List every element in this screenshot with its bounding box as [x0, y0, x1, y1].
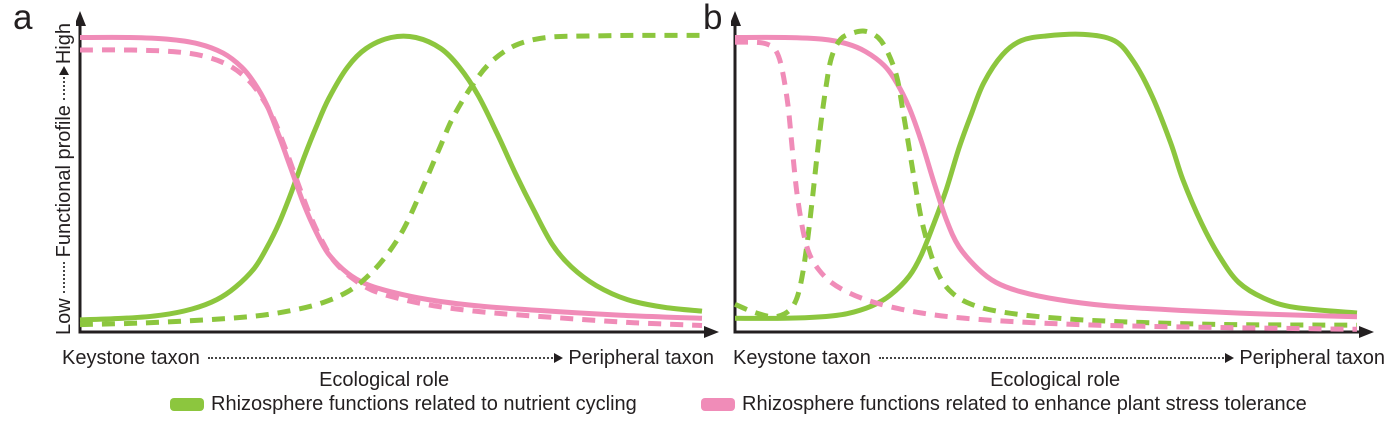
legend-item-nutrient-cycling: Rhizosphere functions related to nutrien… [170, 392, 637, 416]
panel-b-pink-dashed-curve [734, 39, 1358, 332]
legend-label-stress-tolerance: Rhizosphere functions related to enhance… [742, 393, 1307, 415]
y-axis-high-label: High [52, 23, 75, 65]
panel-a-green-dashed-curve [79, 32, 703, 328]
panel-b-green-solid-curve [734, 31, 1358, 321]
y-axis-title: Functional profile [52, 105, 75, 258]
panel-a-pink-dashed-curve [79, 47, 703, 328]
panel-a-pink-solid-curve [79, 34, 703, 321]
y-axis-dotted-line [63, 262, 65, 294]
y-axis-arrowhead-icon [76, 11, 86, 26]
legend-label-nutrient-cycling: Rhizosphere functions related to nutrien… [211, 393, 637, 415]
panel-a-x-axis-labels: Keystone taxon Ecological role Periphera… [62, 346, 714, 391]
x-axis-arrowhead-icon [704, 326, 719, 338]
legend-swatch-green [170, 398, 204, 411]
panel-b-label: b [703, 0, 723, 37]
x-axis-arrowhead-icon [1359, 326, 1374, 338]
y-axis-arrowhead-icon [731, 11, 741, 26]
legend-swatch-pink [701, 398, 735, 411]
y-axis-label: Low Functional profile High [51, 23, 77, 335]
y-axis-dotted-arrow-icon [63, 69, 65, 101]
y-axis-low-label: Low [52, 298, 75, 335]
panel-a-label: a [13, 0, 33, 37]
x-axis-dotted-arrow-icon: Ecological role [207, 353, 564, 391]
x-axis-peripheral-label: Peripheral taxon [1239, 347, 1385, 369]
x-axis-title: Ecological role [990, 369, 1121, 391]
x-axis-peripheral-label: Peripheral taxon [568, 347, 714, 369]
x-axis-title: Ecological role [319, 369, 450, 391]
legend-item-stress-tolerance: Rhizosphere functions related to enhance… [701, 392, 1307, 416]
panel-a-chart [76, 11, 719, 338]
panel-b-x-axis-labels: Keystone taxon Ecological role Periphera… [733, 346, 1385, 391]
x-axis-keystone-label: Keystone taxon [733, 347, 871, 369]
panel-b-green-dashed-curve [734, 28, 1358, 328]
x-axis-keystone-label: Keystone taxon [62, 347, 200, 369]
panel-b-pink-solid-curve [734, 34, 1358, 320]
panel-a-green-solid-curve [79, 33, 703, 323]
panel-b-chart [731, 11, 1374, 338]
x-axis-dotted-arrow-icon: Ecological role [878, 353, 1235, 391]
